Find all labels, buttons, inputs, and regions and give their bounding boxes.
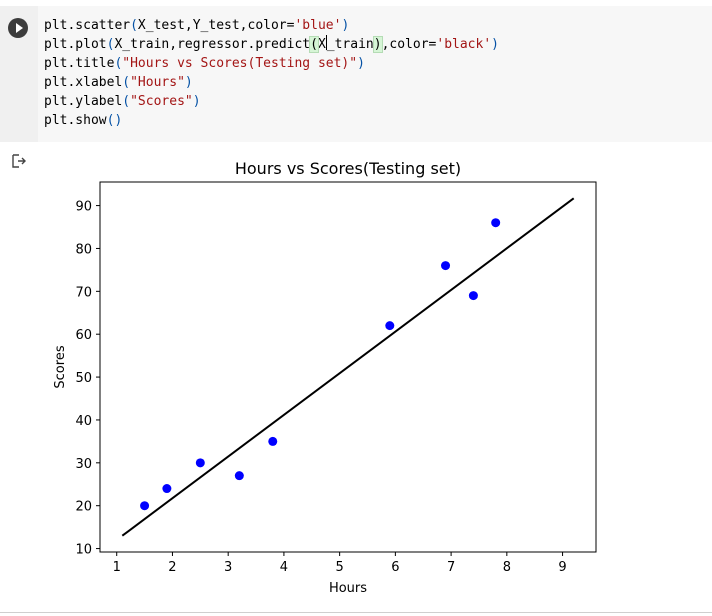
code-token: ( — [106, 37, 115, 52]
code-token: plt.title — [44, 56, 115, 71]
scatter-point — [268, 436, 278, 446]
y-tick-label: 20 — [75, 500, 92, 515]
x-tick-label: 9 — [558, 560, 566, 575]
code-token: X_test,Y_test,color= — [137, 18, 295, 33]
code-token: ( — [122, 75, 131, 90]
output-arrow-icon[interactable] — [11, 153, 27, 169]
scatter-point — [234, 471, 244, 481]
y-tick-label: 60 — [75, 328, 92, 343]
code-editor[interactable]: plt.scatter(X_test,Y_test,color='blue') p… — [0, 6, 712, 142]
divider — [0, 612, 712, 613]
scatter-point — [441, 261, 451, 271]
code-token: "Hours" — [130, 75, 185, 90]
scatter-point — [468, 291, 478, 301]
scatter-point — [491, 218, 501, 228]
code-token: plt.ylabel — [44, 94, 123, 109]
code-token: plt.show — [44, 113, 107, 128]
y-tick-label: 40 — [75, 414, 92, 429]
code-token: 'blue' — [294, 18, 342, 33]
y-tick-label: 10 — [75, 543, 92, 558]
code-token: () — [106, 113, 123, 128]
plot-frame — [99, 181, 597, 553]
code-token: ) — [341, 18, 350, 33]
scatter-point — [385, 321, 395, 331]
text-cursor — [325, 35, 327, 50]
x-tick-label: 5 — [335, 560, 343, 575]
x-tick-label: 8 — [503, 560, 511, 575]
y-tick-label: 30 — [75, 457, 92, 472]
x-tick-label: 2 — [168, 560, 176, 575]
code-token: plt.xlabel — [44, 75, 123, 90]
code-line[interactable]: plt.show() — [44, 111, 499, 130]
x-tick-label: 4 — [280, 560, 288, 575]
code-line[interactable]: plt.ylabel("Scores") — [44, 92, 499, 111]
scatter-point — [140, 501, 150, 511]
y-tick-label: 80 — [75, 242, 92, 257]
code-token: ( — [130, 18, 138, 33]
y-tick-label: 90 — [75, 200, 92, 215]
chart-title: Hours vs Scores(Testing set) — [235, 159, 461, 178]
code-token: ( — [114, 56, 123, 71]
code-token: ) — [491, 37, 499, 52]
x-tick-label: 3 — [224, 560, 232, 575]
run-cell-button[interactable] — [8, 18, 28, 38]
regression-line — [121, 197, 575, 537]
code-token: ( — [122, 94, 131, 109]
code-token: X — [317, 37, 326, 52]
code-token: plt.scatter — [44, 18, 131, 33]
code-line[interactable]: plt.scatter(X_test,Y_test,color='blue') — [44, 16, 499, 35]
code-token: 'black' — [436, 37, 492, 52]
y-tick-label: 50 — [75, 371, 92, 386]
code-token: X_train,regressor.predict — [114, 37, 311, 52]
code-line[interactable]: plt.plot(X_train,regressor.predict(X_tra… — [44, 35, 499, 54]
x-axis-label: Hours — [329, 581, 367, 596]
code-token: ,color= — [381, 37, 437, 52]
scatter-point — [162, 484, 172, 494]
y-tick-label: 70 — [75, 285, 92, 300]
code-token: ( — [309, 36, 319, 53]
code-line[interactable]: plt.xlabel("Hours") — [44, 73, 499, 92]
code-token: ) — [184, 75, 193, 90]
code-token: _train — [326, 37, 374, 52]
code-token: ) — [372, 36, 383, 53]
code-text[interactable]: plt.scatter(X_test,Y_test,color='blue') p… — [44, 16, 499, 130]
scatter-point — [195, 458, 205, 468]
code-token: ) — [192, 94, 201, 109]
x-tick-label: 6 — [391, 560, 399, 575]
code-line[interactable]: plt.title("Hours vs Scores(Testing set)"… — [44, 54, 499, 73]
code-token: plt.plot — [44, 37, 107, 52]
code-token: ) — [357, 56, 365, 71]
code-token: "Scores" — [130, 94, 193, 109]
code-token: "Hours vs Scores(Testing set)" — [122, 56, 358, 71]
x-tick-label: 1 — [113, 560, 121, 575]
y-axis-label: Scores — [53, 345, 68, 388]
x-tick-label: 7 — [447, 560, 455, 575]
